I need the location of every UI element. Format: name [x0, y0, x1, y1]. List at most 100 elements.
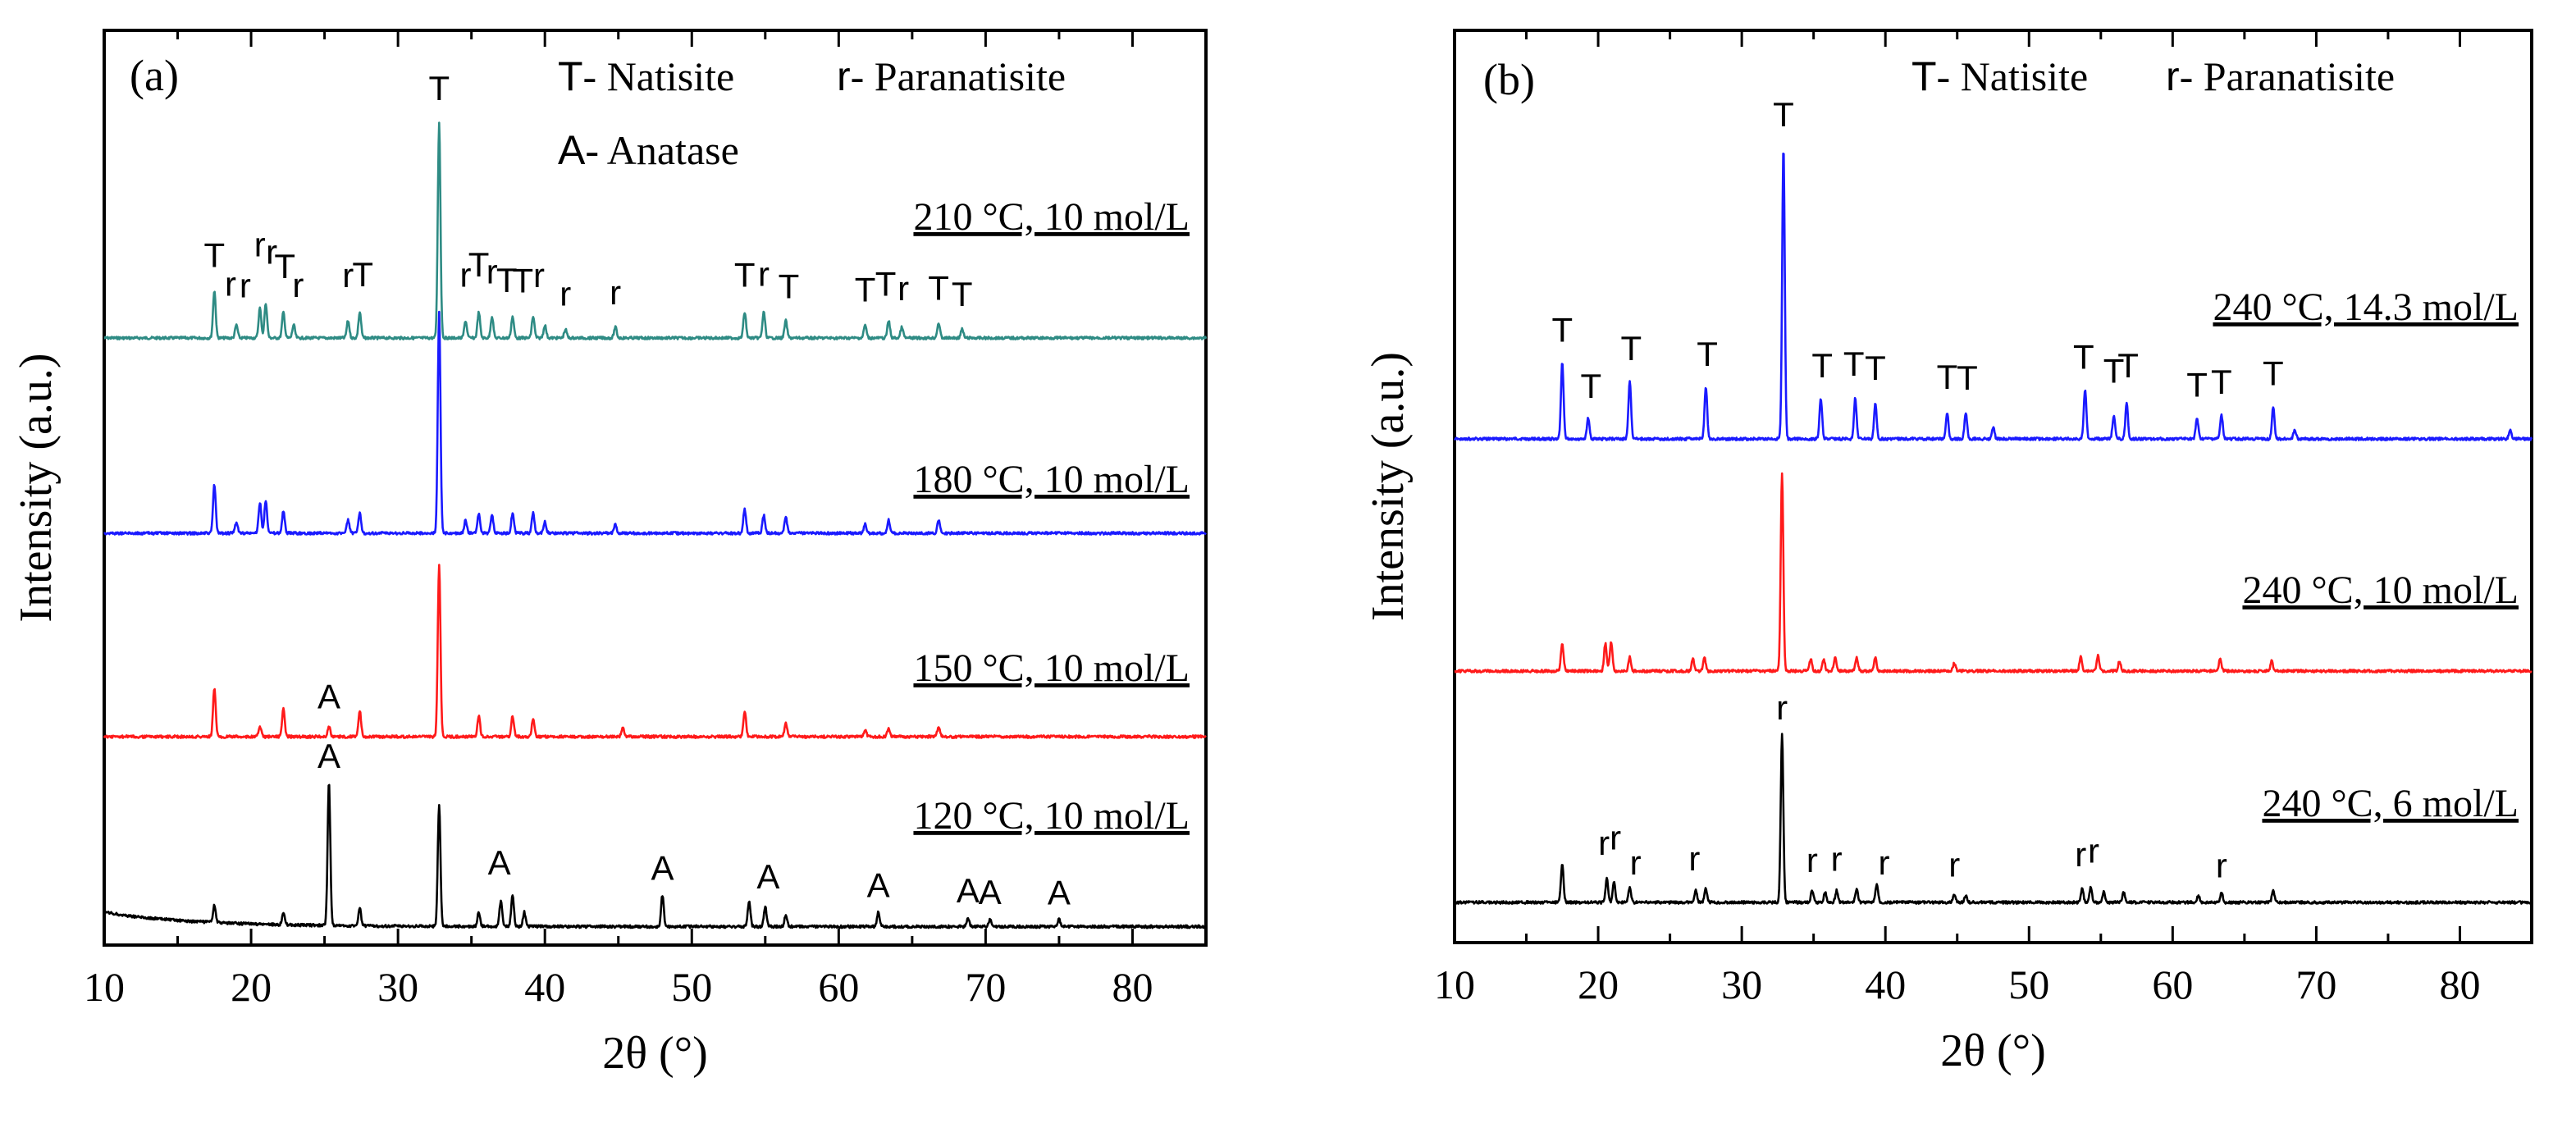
peak-label: r — [486, 253, 498, 291]
x-tick-label: 10 — [1434, 961, 1475, 1007]
peak-label: T — [468, 245, 490, 284]
legend-entry: T- Natisite — [558, 53, 734, 99]
legend-symbol: r — [837, 53, 851, 99]
peak-label: r — [2216, 846, 2227, 884]
series-line — [103, 121, 1208, 340]
peak-label: T — [2117, 346, 2139, 385]
peak-label: T — [1697, 335, 1718, 373]
x-tick-label: 20 — [1578, 961, 1619, 1007]
series-label: 120 °C, 10 mol/L — [913, 794, 1190, 838]
peak-label: T — [855, 271, 876, 309]
y-axis-title: Intensity (a.u.) — [11, 353, 62, 622]
peak-label: r — [560, 274, 571, 313]
peak-label: T — [274, 247, 295, 285]
peak-label: r — [1806, 841, 1818, 879]
series-label: 210 °C, 10 mol/L — [913, 195, 1190, 239]
series-line — [1454, 472, 2533, 674]
peak-label: r — [1776, 688, 1788, 727]
x-tick-label: 60 — [2152, 961, 2193, 1007]
series-line — [103, 783, 1208, 929]
series-line — [103, 310, 1207, 536]
peak-label: T — [875, 265, 897, 304]
peak-label: T — [2263, 354, 2284, 392]
legend-symbol: A — [558, 127, 586, 173]
peak-label: T — [1937, 358, 1958, 396]
series-label: 240 °C, 14.3 mol/L — [2213, 285, 2519, 329]
peak-label: r — [266, 233, 277, 272]
peak-label: T — [734, 256, 756, 295]
peak-label: r — [1831, 839, 1843, 878]
legend-entry: T- Natisite — [1911, 53, 2088, 99]
legend-label: - Paranatisite — [2180, 53, 2395, 99]
legend-label: - Paranatisite — [851, 53, 1066, 99]
peak-label: T — [203, 236, 225, 275]
x-tick-label: 70 — [965, 964, 1006, 1010]
peak-label: r — [610, 273, 621, 312]
peak-label: T — [1580, 367, 1601, 405]
legend-symbol: r — [2166, 53, 2180, 99]
peak-label: r — [1878, 843, 1889, 882]
series-label: 240 °C, 6 mol/L — [2262, 782, 2519, 825]
panel-label: (a) — [130, 51, 179, 100]
x-tick-label: 50 — [2008, 961, 2049, 1007]
peak-label: T — [1865, 349, 1886, 387]
peak-label: T — [1773, 95, 1794, 134]
plot-frame — [103, 29, 1208, 947]
legend-entry: r- Paranatisite — [837, 53, 1066, 99]
peak-label: r — [342, 256, 354, 295]
x-tick-label: 10 — [84, 964, 125, 1010]
peak-label: r — [225, 265, 236, 304]
peak-label: T — [513, 262, 534, 300]
peak-label: r — [1948, 845, 1960, 884]
peak-label: r — [758, 255, 770, 294]
peak-label: T — [428, 69, 450, 107]
x-tick-label: 60 — [818, 964, 859, 1010]
series-line — [1453, 153, 2533, 441]
peak-label: T — [1811, 346, 1833, 385]
x-tick-label: 40 — [1865, 961, 1906, 1007]
peak-label: r — [240, 266, 251, 304]
plot-frame — [1453, 29, 2533, 944]
x-tick-label: 70 — [2295, 961, 2336, 1007]
x-tick-label: 30 — [377, 964, 418, 1010]
peak-label: r — [2075, 835, 2086, 874]
peak-label: r — [1598, 824, 1610, 862]
peak-label: r — [1688, 839, 1700, 878]
peak-label: A — [317, 677, 340, 715]
peak-label: T — [496, 261, 518, 299]
y-axis-title: Intensity (a.u.) — [1363, 352, 1414, 621]
peak-label: A — [957, 871, 980, 910]
peak-label: r — [292, 266, 304, 304]
peak-label: r — [1610, 819, 1621, 857]
peak-label: A — [979, 873, 1002, 911]
peak-label: r — [1630, 843, 1642, 882]
series-label: 150 °C, 10 mol/L — [913, 646, 1190, 690]
peak-label: r — [533, 256, 545, 295]
x-axis-title: 2θ (°) — [1940, 1025, 2046, 1076]
peak-label: A — [317, 737, 340, 775]
x-tick-label: 40 — [524, 964, 565, 1010]
peak-label: T — [952, 275, 973, 313]
peak-label: T — [779, 267, 800, 306]
peak-label: r — [254, 225, 266, 263]
x-tick-label: 80 — [2439, 961, 2480, 1007]
peak-label: A — [1048, 873, 1071, 911]
peak-label: T — [1957, 358, 1978, 397]
legend-entry: A- Anatase — [558, 127, 739, 173]
peak-label: A — [756, 857, 779, 896]
peak-label: r — [2088, 832, 2099, 870]
peak-label: T — [352, 255, 373, 294]
peak-label: T — [2103, 352, 2125, 390]
peak-label: T — [1843, 345, 1865, 383]
peak-label: A — [867, 866, 890, 905]
peak-label: T — [2186, 366, 2208, 404]
legend-symbol: T — [1911, 53, 1937, 99]
panel-b: 10 20 30 40 50 60 70 80 2θ (°) Intensity (a.u.) (b… — [1363, 29, 2533, 1076]
series-label: 240 °C, 10 mol/L — [2242, 569, 2519, 612]
panel-label: (b) — [1483, 55, 1535, 104]
legend-label: - Anatase — [585, 127, 738, 173]
x-tick-label: 30 — [1721, 961, 1762, 1007]
peak-label: T — [2211, 363, 2232, 401]
peak-label: r — [897, 269, 909, 308]
